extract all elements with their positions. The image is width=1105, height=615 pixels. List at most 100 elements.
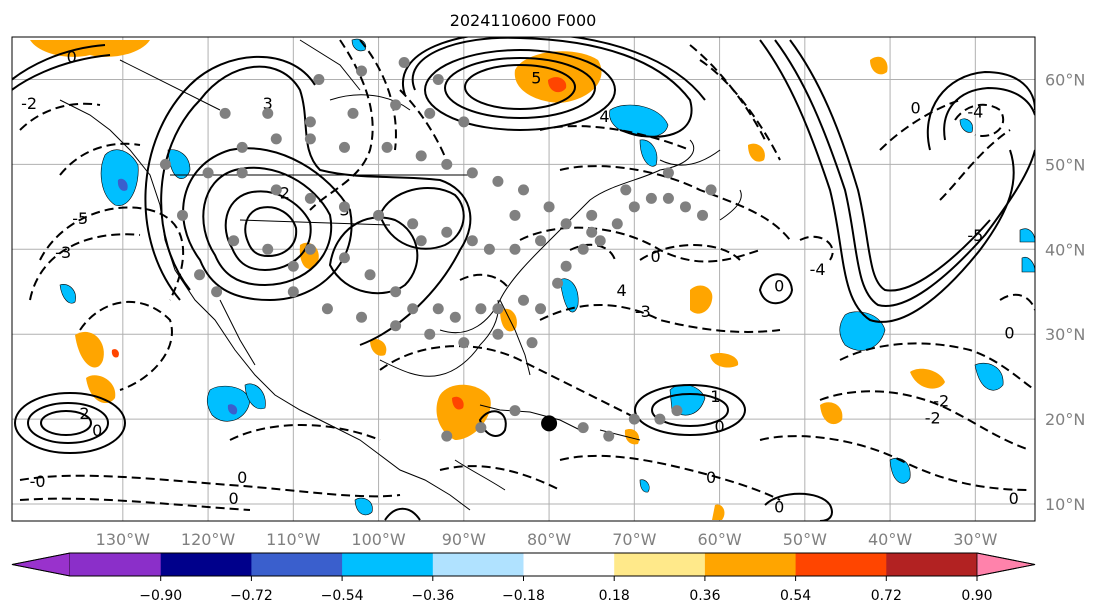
significance-dot [518, 294, 529, 306]
contour-label: 0 [67, 47, 77, 66]
significance-dot [390, 320, 402, 332]
contour-label: 5 [531, 69, 541, 88]
significance-dot [628, 413, 640, 425]
significance-dot [304, 192, 316, 204]
significance-dot [304, 243, 316, 255]
significance-dot [338, 201, 350, 213]
location-marker [541, 415, 558, 432]
significance-dot [194, 269, 206, 281]
significance-dot [407, 303, 419, 315]
significance-dot [177, 209, 188, 221]
colorbar-tick-label: −0.18 [502, 588, 545, 604]
significance-dot [492, 303, 504, 315]
colorbar-segment [70, 553, 162, 576]
lon-tick-label: 110°W [266, 530, 321, 549]
significance-dot [466, 167, 478, 179]
significance-dot [458, 337, 470, 349]
colorbar-tick-label: 0.90 [961, 588, 992, 604]
contour-label: -5 [967, 226, 983, 245]
colorbar [11, 552, 1036, 577]
significance-dot [543, 201, 555, 213]
significance-dot [287, 286, 299, 298]
significance-dot [373, 209, 385, 221]
significance-dot [509, 405, 521, 417]
significance-dot [603, 430, 615, 442]
colorbar-extend-low [11, 552, 71, 577]
significance-dot [262, 243, 274, 255]
map-frame [11, 36, 1036, 522]
contour-label: 0 [714, 417, 724, 436]
significance-dot [526, 337, 538, 349]
significance-dot [441, 430, 453, 442]
significance-dot [492, 328, 504, 340]
significance-dot [509, 209, 521, 221]
significance-dot [492, 175, 504, 187]
lon-tick-label: 90°W [442, 530, 486, 549]
significance-dot [338, 141, 350, 153]
lon-tick-label: 100°W [351, 530, 406, 549]
significance-dot [628, 201, 640, 213]
significance-dot [381, 141, 393, 153]
colorbar-tick-label: 0.36 [689, 588, 720, 604]
significance-dot [159, 158, 171, 170]
significance-dot [262, 107, 274, 119]
significance-dot [390, 99, 402, 111]
contour-label: 3 [263, 94, 273, 113]
significance-dot [338, 252, 350, 264]
colorbar-tick-label: −0.90 [139, 588, 182, 604]
significance-dot [356, 65, 368, 77]
colorbar-segment [704, 553, 797, 576]
significance-dot [398, 56, 410, 68]
shading-cold [59, 38, 1035, 516]
colorbar-segment [160, 553, 252, 576]
shading-hot [111, 77, 567, 410]
lon-tick-label: 30°W [953, 530, 997, 549]
significance-dot [560, 218, 572, 230]
lon-tick-label: 130°W [96, 530, 151, 549]
significance-dot [662, 167, 674, 179]
latitude-tick-labels: 10°N 20°N 30°N 40°N 50°N 60°N [1045, 70, 1085, 514]
colorbar-tick-label: −0.54 [321, 588, 364, 604]
lon-tick-label: 40°W [868, 530, 912, 549]
contour-label: -5 [72, 209, 88, 228]
significance-dot [449, 311, 461, 323]
contour-label: -4 [967, 103, 983, 122]
contour-label: 0 [706, 468, 716, 487]
significance-dot [304, 116, 316, 128]
longitude-tick-labels: 130°W 120°W 110°W 100°W 90°W 80°W 70°W 60°W 50°W… [96, 530, 998, 549]
contour-label: 1 [710, 387, 720, 406]
significance-dot [475, 303, 487, 315]
contour-label: -0 [30, 472, 46, 491]
significance-dot [654, 413, 666, 425]
contour-label: 2 [79, 404, 89, 423]
colorbar-extend-high [976, 552, 1036, 577]
significance-dot [577, 422, 589, 434]
significance-dot [620, 184, 632, 196]
colorbar-segment [523, 553, 615, 576]
significance-dot [313, 73, 325, 85]
significance-dot [535, 235, 547, 247]
significance-dot [415, 235, 427, 247]
significance-dot [364, 269, 376, 281]
contour-label: -4 [810, 260, 826, 279]
lat-tick-label: 40°N [1045, 240, 1085, 259]
significance-dot [270, 184, 282, 196]
significance-dot [475, 422, 487, 434]
contour-label: 4 [616, 281, 626, 300]
contour-label: 0 [92, 421, 102, 440]
significance-dots [159, 56, 717, 442]
contours-positive [12, 37, 1035, 521]
significance-dot [466, 235, 478, 247]
contour-label: -2 [21, 94, 37, 113]
significance-dot [671, 405, 683, 417]
significance-dot [424, 107, 436, 119]
significance-dot [560, 260, 572, 272]
contour-label: 0 [1004, 323, 1014, 342]
significance-dot [483, 243, 495, 255]
significance-dot [211, 286, 223, 298]
significance-dot [304, 133, 316, 145]
contour-label: 0 [774, 277, 784, 296]
